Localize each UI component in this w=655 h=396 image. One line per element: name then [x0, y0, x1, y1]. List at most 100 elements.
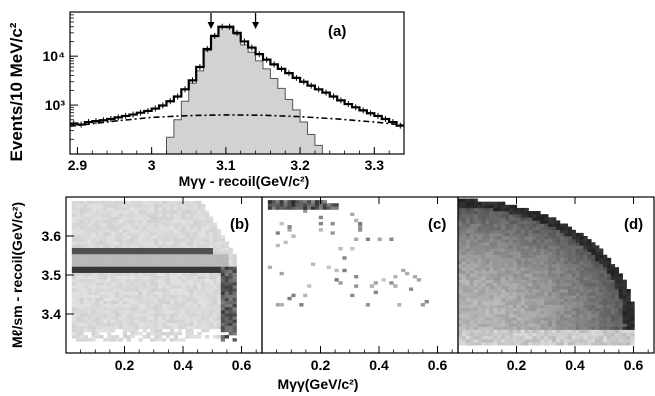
heatmap-cell: [473, 204, 478, 209]
heatmap-cell: [595, 295, 600, 299]
heatmap-cell: [461, 314, 467, 318]
heatmap-cell: [142, 325, 147, 330]
heatmap-cell: [173, 228, 178, 233]
heatmap-cell: [571, 254, 576, 259]
heatmap-cell: [622, 298, 627, 302]
heatmap-cell: [532, 254, 537, 259]
heatmap-cell: [103, 250, 108, 255]
heatmap-cell: [473, 198, 478, 202]
heatmap-cell: [493, 276, 498, 280]
heatmap-cell: [583, 317, 588, 321]
heatmap-cell: [103, 210, 108, 214]
heatmap-cell: [197, 278, 202, 283]
heatmap-cell: [165, 322, 171, 326]
heatmap-cell: [606, 317, 612, 321]
heatmap-cell: [165, 297, 171, 302]
heatmap-cell: [540, 329, 545, 334]
heatmap-cell: [79, 216, 84, 220]
heatmap-cell: [485, 314, 490, 318]
heatmap-cell: [95, 282, 100, 286]
heatmap-cell: [532, 226, 537, 231]
heatmap-cell: [185, 216, 190, 220]
heatmap-cell: [595, 285, 600, 290]
heatmap-cell: [579, 270, 584, 274]
heatmap-cell: [563, 338, 569, 343]
heatmap-cell: [201, 250, 206, 255]
heatmap-cell: [158, 306, 163, 311]
heatmap-cell: [122, 335, 128, 339]
heatmap-cell: [165, 228, 171, 233]
heatmap-cell: [138, 338, 143, 342]
heatmap-cell: [201, 294, 206, 298]
heatmap-cell: [603, 295, 608, 299]
heatmap-cell: [150, 250, 155, 255]
heatmap-cell: [216, 291, 222, 295]
heatmap-cell: [205, 235, 210, 239]
heatmap-cell: [477, 204, 482, 209]
heatmap-cell: [134, 200, 139, 205]
heatmap-cell: [165, 303, 171, 308]
heatmap-cell: [477, 214, 482, 218]
heatmap-cell: [291, 203, 296, 207]
heatmap-cell: [520, 254, 525, 259]
heatmap-cell: [228, 275, 233, 280]
heatmap-cell: [548, 217, 553, 221]
heatmap-cell: [197, 238, 202, 242]
heatmap-cell: [122, 288, 128, 292]
heatmap-cell: [232, 266, 237, 270]
heatmap-cell: [107, 222, 112, 227]
heatmap-cell: [485, 220, 490, 224]
heatmap-cell: [469, 204, 474, 209]
heatmap-cell: [556, 254, 561, 259]
heatmap-cell: [232, 278, 237, 283]
heatmap-cell: [575, 298, 580, 302]
heatmap-cell: [610, 329, 616, 334]
heatmap-cell: [185, 204, 190, 208]
heatmap-cell: [559, 223, 565, 227]
heatmap-cell: [540, 285, 545, 290]
heatmap-cell: [579, 332, 584, 337]
heatmap-cell: [193, 266, 198, 270]
heatmap-cell: [165, 331, 171, 336]
heatmap-cell: [489, 245, 494, 249]
heatmap-cell: [138, 306, 143, 311]
heatmap-cell: [591, 273, 596, 277]
heatmap-cell: [193, 244, 198, 248]
heatmap-cell: [118, 310, 124, 314]
heatmap-cell: [583, 292, 588, 296]
heatmap-cell: [481, 251, 486, 256]
heatmap-cell: [162, 310, 167, 314]
heatmap-cell: [220, 250, 226, 255]
heatmap-cell: [154, 244, 159, 248]
heatmap-cell: [536, 264, 541, 268]
heatmap-cell: [107, 266, 112, 270]
heatmap-cell: [114, 200, 120, 205]
heatmap-cell: [540, 326, 545, 330]
heatmap-cell: [461, 239, 467, 243]
heatmap-cell: [111, 257, 116, 261]
heatmap-cell: [122, 235, 128, 239]
heatmap-cell: [111, 241, 116, 245]
heatmap-cell: [497, 257, 502, 262]
heatmap-cell: [146, 200, 151, 205]
heatmap-cell: [583, 273, 588, 277]
heatmap-cell: [122, 328, 128, 333]
heatmap-cell: [122, 310, 128, 314]
heatmap-cell: [75, 210, 80, 214]
heatmap-cell: [461, 270, 467, 274]
heatmap-cell: [532, 323, 537, 327]
heatmap-cell: [212, 303, 218, 308]
heatmap-cell: [477, 314, 482, 318]
heatmap-cell: [567, 245, 572, 249]
heatmap-cell: [552, 332, 557, 337]
heatmap-cell: [95, 241, 100, 245]
heatmap-cell: [205, 257, 210, 261]
heatmap-cell: [516, 257, 522, 262]
heatmap-cell: [189, 253, 194, 258]
heatmap-cell: [83, 222, 88, 227]
heatmap-cell: [303, 209, 308, 213]
heatmap-cell: [130, 222, 135, 227]
heatmap-cell: [173, 222, 178, 227]
heatmap-cell: [508, 314, 514, 318]
heatmap-cell: [169, 272, 175, 277]
